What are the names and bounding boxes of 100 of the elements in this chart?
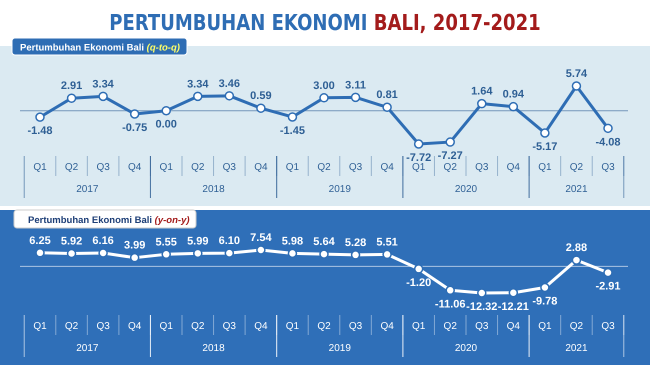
point — [193, 92, 203, 102]
data-label: -12.32 — [466, 301, 498, 313]
point — [161, 106, 171, 116]
x-tick-label: Q2 — [570, 162, 584, 173]
point — [414, 264, 424, 274]
text: 2019 — [328, 184, 352, 195]
x-tick-label: Q2 — [570, 321, 584, 332]
point — [98, 92, 108, 102]
text: 2018 — [202, 343, 226, 354]
x-tick-label: Q4 — [380, 162, 394, 173]
data-label: -4.08 — [595, 136, 621, 148]
point — [445, 137, 455, 147]
point — [603, 124, 613, 134]
point — [603, 268, 613, 278]
data-label: -7.72 — [406, 152, 432, 164]
point — [319, 249, 329, 259]
data-label: 5.64 — [313, 236, 336, 248]
x-tick-label: Q2 — [317, 162, 332, 173]
data-label: 5.99 — [187, 235, 208, 248]
data-label: 3.34 — [187, 78, 210, 90]
point — [382, 250, 392, 260]
x-tick-label: Q1 — [33, 162, 48, 173]
data-label: 2.88 — [566, 242, 588, 254]
data-label: 7.54 — [250, 232, 272, 244]
x-tick-label: Q4 — [254, 162, 268, 173]
point — [288, 112, 298, 122]
x-tick-label: Q1 — [160, 162, 174, 173]
x-tick-label: Q3 — [222, 321, 236, 332]
x-tick-label: Q2 — [64, 321, 79, 332]
point — [350, 92, 360, 102]
text: 2018 — [202, 184, 226, 195]
point — [540, 128, 550, 138]
x-tick-label: Q3 — [348, 162, 363, 173]
data-label: 2.91 — [60, 80, 82, 92]
point — [477, 288, 487, 298]
x-tick-label: Q1 — [160, 321, 174, 332]
x-tick-label: Q2 — [317, 321, 332, 332]
text: 2021 — [565, 184, 588, 195]
x-tick-label: Q4 — [380, 321, 394, 332]
point — [319, 93, 329, 103]
text: 2020 — [454, 184, 478, 195]
data-label: -0.75 — [122, 122, 148, 134]
data-label: 3.34 — [92, 78, 115, 90]
point — [414, 139, 424, 149]
point — [572, 81, 582, 91]
data-label: 6.16 — [92, 234, 114, 247]
x-tick-label: Q2 — [444, 321, 458, 332]
x-tick-label: Q3 — [96, 321, 110, 332]
data-label: 3.00 — [313, 80, 335, 92]
x-tick-label: Q1 — [412, 162, 426, 173]
data-label: 5.74 — [566, 68, 588, 80]
text: 2019 — [328, 343, 352, 354]
point — [540, 282, 550, 292]
x-tick-label: Q4 — [254, 321, 268, 332]
data-label: -1.20 — [406, 276, 432, 289]
point — [35, 112, 45, 122]
x-tick-label: Q4 — [128, 162, 142, 173]
point — [382, 102, 392, 112]
point — [224, 248, 234, 258]
text: 2017 — [76, 343, 99, 354]
x-tick-label: Q1 — [286, 162, 300, 173]
data-label: -12.21 — [498, 300, 529, 313]
x-tick-label: Q1 — [412, 321, 426, 332]
x-tick-label: Q3 — [348, 321, 363, 332]
data-label: 0.81 — [376, 89, 398, 102]
point — [256, 245, 266, 255]
x-tick-label: Q3 — [601, 321, 616, 332]
point — [224, 91, 234, 101]
data-label: 0.00 — [156, 118, 177, 131]
chart-title: Pertumbuhan Ekonomi Bali (y-on-y) — [28, 215, 190, 226]
x-tick-label: Q3 — [601, 162, 616, 173]
point — [98, 248, 108, 258]
data-label: 3.11 — [345, 79, 366, 92]
chart-title: PERTUMBUHAN EKONOMI BALI, 2017-2021 — [109, 9, 541, 36]
data-label: -2.91 — [595, 280, 621, 293]
point — [350, 250, 360, 260]
data-label: 5.55 — [156, 236, 177, 248]
x-tick-label: Q3 — [222, 162, 236, 173]
point — [288, 248, 298, 258]
data-label: -9.78 — [532, 296, 558, 308]
point — [477, 98, 487, 108]
data-label: 0.94 — [502, 88, 525, 101]
x-tick-label: Q2 — [64, 162, 79, 173]
point — [256, 103, 266, 113]
point — [66, 248, 76, 258]
data-label: 6.25 — [29, 234, 51, 247]
data-label: 3.99 — [124, 240, 146, 252]
x-tick-label: Q3 — [475, 321, 489, 332]
data-label: -11.06 — [434, 298, 466, 310]
x-tick-label: Q3 — [475, 162, 489, 173]
data-label: 3.46 — [218, 78, 240, 90]
x-tick-label: Q1 — [286, 321, 300, 332]
point — [193, 248, 203, 258]
point — [130, 252, 140, 262]
point — [130, 109, 140, 119]
data-label: 5.98 — [282, 235, 304, 248]
x-tick-label: Q1 — [33, 321, 48, 332]
data-label: 6.10 — [218, 235, 240, 248]
x-tick-label: Q3 — [96, 162, 110, 173]
x-tick-label: Q1 — [538, 321, 552, 332]
